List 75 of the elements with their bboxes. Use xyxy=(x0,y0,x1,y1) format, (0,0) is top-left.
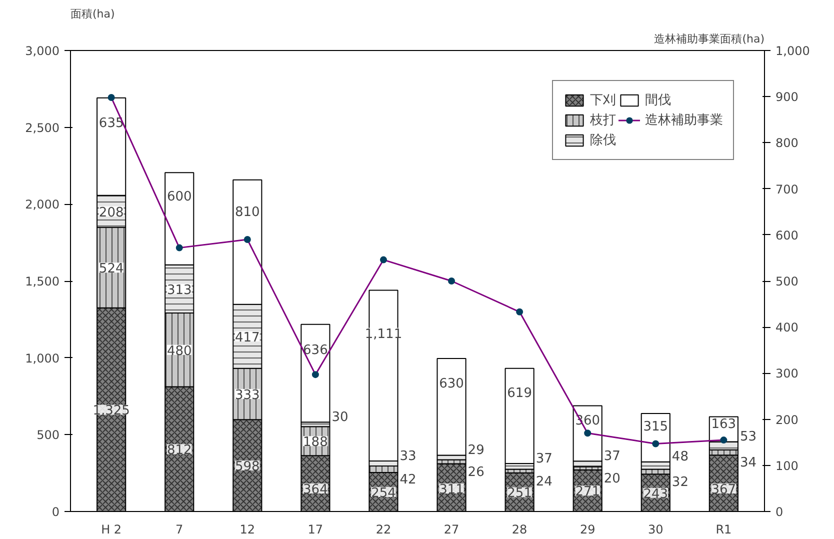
legend-label: 造林補助事業 xyxy=(645,112,723,129)
x-tick-label: R1 xyxy=(716,522,732,536)
data-label: 26 xyxy=(468,464,484,480)
data-label: 188 xyxy=(303,435,328,450)
bar xyxy=(436,358,466,456)
data-label: 417 xyxy=(234,330,260,346)
y-tick-label: 500 xyxy=(36,428,60,442)
y2-tick-label: 700 xyxy=(776,182,798,196)
data-label: 48 xyxy=(672,450,688,465)
data-label: 42 xyxy=(400,472,416,488)
y-tick-label: 2,000 xyxy=(25,198,60,212)
y2-tick-label: 800 xyxy=(776,136,798,150)
y2-tick-label: 900 xyxy=(776,90,798,104)
data-label: 311 xyxy=(439,482,464,498)
data-label: 333 xyxy=(234,388,260,404)
data-label: 635 xyxy=(98,116,124,132)
data-label: 480 xyxy=(166,344,192,359)
data-label: 34 xyxy=(740,456,757,471)
y-axis-title: 面積(ha) xyxy=(70,8,115,20)
legend-label: 枝打 xyxy=(590,112,616,129)
x-tick-label: 28 xyxy=(512,522,528,536)
data-label: 367 xyxy=(711,482,736,498)
data-label: 163 xyxy=(711,416,736,432)
data-label: 33 xyxy=(400,448,416,464)
data-label: 208 xyxy=(98,205,124,220)
data-label: 30 xyxy=(332,410,348,425)
data-label: 619 xyxy=(507,386,532,402)
data-label: 271 xyxy=(575,484,600,500)
data-label: 364 xyxy=(303,482,328,498)
data-label: 1,111 xyxy=(364,326,402,342)
y-tick-label: 1,500 xyxy=(25,274,60,288)
x-tick-label: 27 xyxy=(444,522,460,536)
data-label: 53 xyxy=(740,430,757,445)
y-tick-label: 2,500 xyxy=(25,120,60,135)
data-label: 630 xyxy=(439,376,464,392)
y2-tick-label: 400 xyxy=(776,320,798,335)
x-tick-label: 7 xyxy=(176,522,184,536)
y2-tick-label: 0 xyxy=(776,505,784,519)
x-tick-label: 29 xyxy=(580,522,596,536)
data-label: 315 xyxy=(643,420,668,435)
data-label: 24 xyxy=(536,474,552,490)
data-label: 243 xyxy=(643,486,668,502)
data-label: 600 xyxy=(166,190,192,205)
data-label: 29 xyxy=(468,443,484,458)
y2-tick-label: 500 xyxy=(776,274,798,288)
data-label: 313 xyxy=(166,282,192,298)
legend-label: 間伐 xyxy=(645,92,671,109)
y-tick-label: 3,000 xyxy=(25,44,60,58)
y2-tick-label: 600 xyxy=(776,228,798,242)
legend-label: 除伐 xyxy=(590,132,616,149)
y2-tick-label: 300 xyxy=(776,366,798,381)
data-label: 810 xyxy=(234,205,260,220)
x-tick-label: H 2 xyxy=(101,522,122,536)
y2-axis-title: 造林補助事業面積(ha) xyxy=(654,32,764,46)
data-label: 32 xyxy=(672,474,688,490)
data-label: 37 xyxy=(536,451,552,466)
x-tick-label: 22 xyxy=(376,522,392,536)
y2-tick-label: 200 xyxy=(776,412,798,427)
bar xyxy=(300,324,330,423)
data-label: 20 xyxy=(604,472,620,487)
data-label: 37 xyxy=(604,448,620,464)
data-label: 524 xyxy=(98,262,124,277)
legend-label: 下刈 xyxy=(590,92,616,109)
x-tick-label: 12 xyxy=(240,522,256,536)
y2-tick-label: 100 xyxy=(776,458,798,473)
y2-tick-label: 1,000 xyxy=(776,44,810,58)
x-tick-label: 30 xyxy=(648,522,664,536)
y-tick-label: 0 xyxy=(52,505,60,519)
data-label: 254 xyxy=(371,486,396,501)
data-label: 812 xyxy=(166,443,192,458)
y-tick-label: 1,000 xyxy=(25,351,60,366)
data-label: 1,325 xyxy=(92,404,130,419)
data-label: 636 xyxy=(303,342,328,358)
data-label: 251 xyxy=(507,486,532,502)
x-tick-label: 17 xyxy=(308,522,324,536)
